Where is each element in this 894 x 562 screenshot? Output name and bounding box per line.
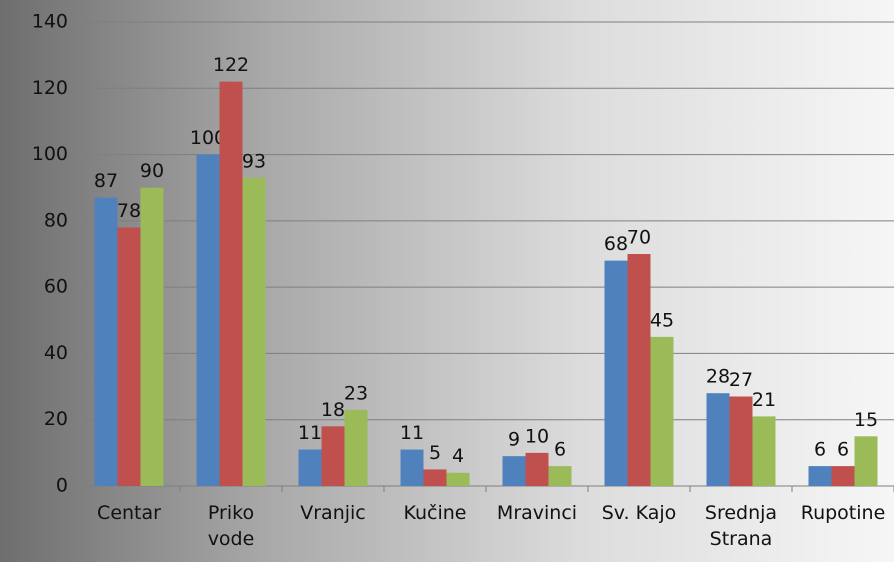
x-tick-label: Kučine [403,502,467,524]
y-tick-label: 80 [44,209,68,231]
bar [446,472,470,486]
value-label: 9 [508,429,520,451]
bar [706,393,730,486]
value-label: 4 [452,445,464,467]
x-tick-label: Centar [97,502,161,524]
value-label: 27 [729,369,753,391]
value-label: 100 [190,127,226,149]
y-tick-label: 100 [32,143,68,165]
value-label: 87 [94,170,118,192]
bar [321,426,345,486]
bar [729,396,753,486]
x-tick-label: Mravinci [496,502,578,524]
bar [752,416,776,486]
bar [117,227,141,486]
y-tick-label: 20 [44,408,68,430]
bar [854,436,878,486]
bar [140,187,164,486]
y-tick-label: 120 [32,77,68,99]
bar [502,456,526,486]
bar [627,254,651,486]
x-tick-label: Rupotine [800,502,886,524]
x-tick-label: Vranjic [300,502,366,524]
bar [242,177,266,486]
bar [808,466,832,486]
bar [219,81,243,487]
value-label: 6 [814,439,826,461]
bar [650,336,674,486]
value-label: 70 [627,227,651,249]
value-label: 93 [242,150,266,172]
bar [344,409,368,486]
x-tick-label: Srednja Strana [704,502,778,550]
value-label: 18 [321,399,345,421]
bar [298,449,322,486]
bar [94,197,118,486]
bar [831,466,855,486]
x-tick-label: Priko vode [207,502,255,550]
value-label: 68 [604,233,628,255]
value-label: 78 [117,200,141,222]
value-label: 122 [213,54,249,76]
value-label: 28 [706,366,730,388]
y-tick-label: 0 [56,475,68,497]
bar [604,260,628,486]
value-label: 6 [554,439,566,461]
value-label: 6 [837,439,849,461]
value-label: 10 [525,425,549,447]
x-tick-label: Sv. Kajo [601,502,677,524]
bar [525,452,549,486]
value-label: 15 [854,409,878,431]
bar [548,466,572,486]
value-label: 21 [752,389,776,411]
bar [423,469,447,486]
value-label: 90 [140,160,164,182]
value-label: 45 [650,309,674,331]
value-label: 5 [429,442,441,464]
y-tick-label: 140 [32,11,68,33]
y-tick-label: 60 [44,276,68,298]
bar [196,154,220,487]
bar [400,449,424,486]
y-tick-label: 40 [44,342,68,364]
value-label: 23 [344,382,368,404]
value-label: 11 [400,422,424,444]
value-label: 11 [298,422,322,444]
